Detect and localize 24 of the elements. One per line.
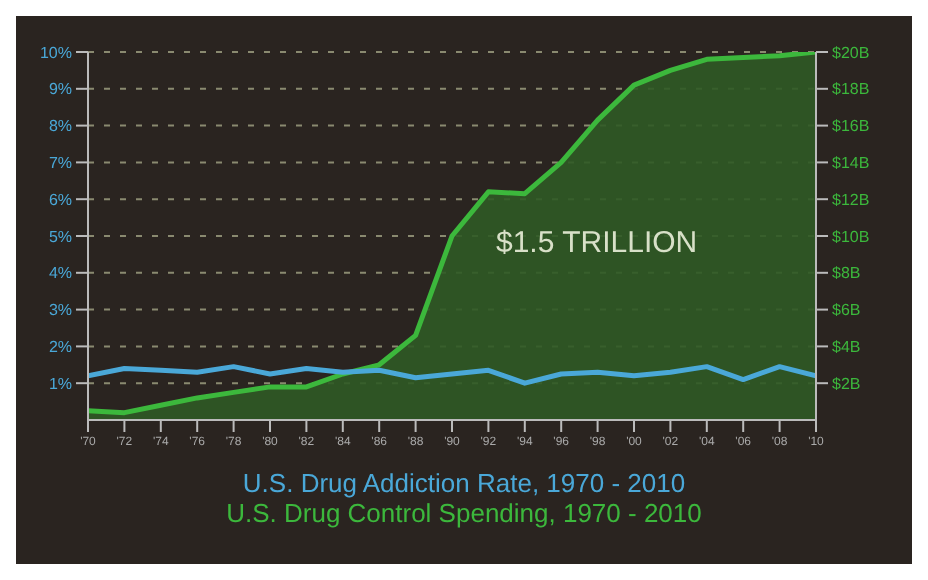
y2-tick-label: $8B [832,264,861,283]
y-tick-label: 4% [48,264,72,283]
y2-tick-label: $2B [832,374,861,393]
y2-tick-label: $6B [832,301,861,320]
y2-tick-label: $16B [832,117,870,136]
line-series [88,364,816,386]
y-tick-label: 10% [39,43,72,62]
y2-tick-label: $12B [832,190,870,209]
y2-tick-label: $18B [832,80,870,99]
y2-tick-label: $10B [832,227,870,246]
y-tick-label: 5% [48,227,72,246]
text: U.S. Drug Control Spending, 1970 - 2010 [224,498,704,528]
y-tick-label: 6% [48,190,72,209]
y2-tick-label: $14B [832,154,870,173]
annotation: $1.5 TRILLION [496,226,698,260]
y-tick-label: 2% [48,338,72,357]
y-tick-label: 3% [48,301,72,320]
y2-tick-label: $4B [832,338,861,357]
y-tick-label: 9% [48,80,72,99]
y-tick-label: 8% [48,117,72,136]
y-tick-label: 1% [48,374,72,393]
text: U.S. Drug Addiction Rate, 1970 - 2010 [240,468,688,498]
y-tick-label: 7% [48,154,72,173]
y2-tick-label: $20B [832,43,870,62]
